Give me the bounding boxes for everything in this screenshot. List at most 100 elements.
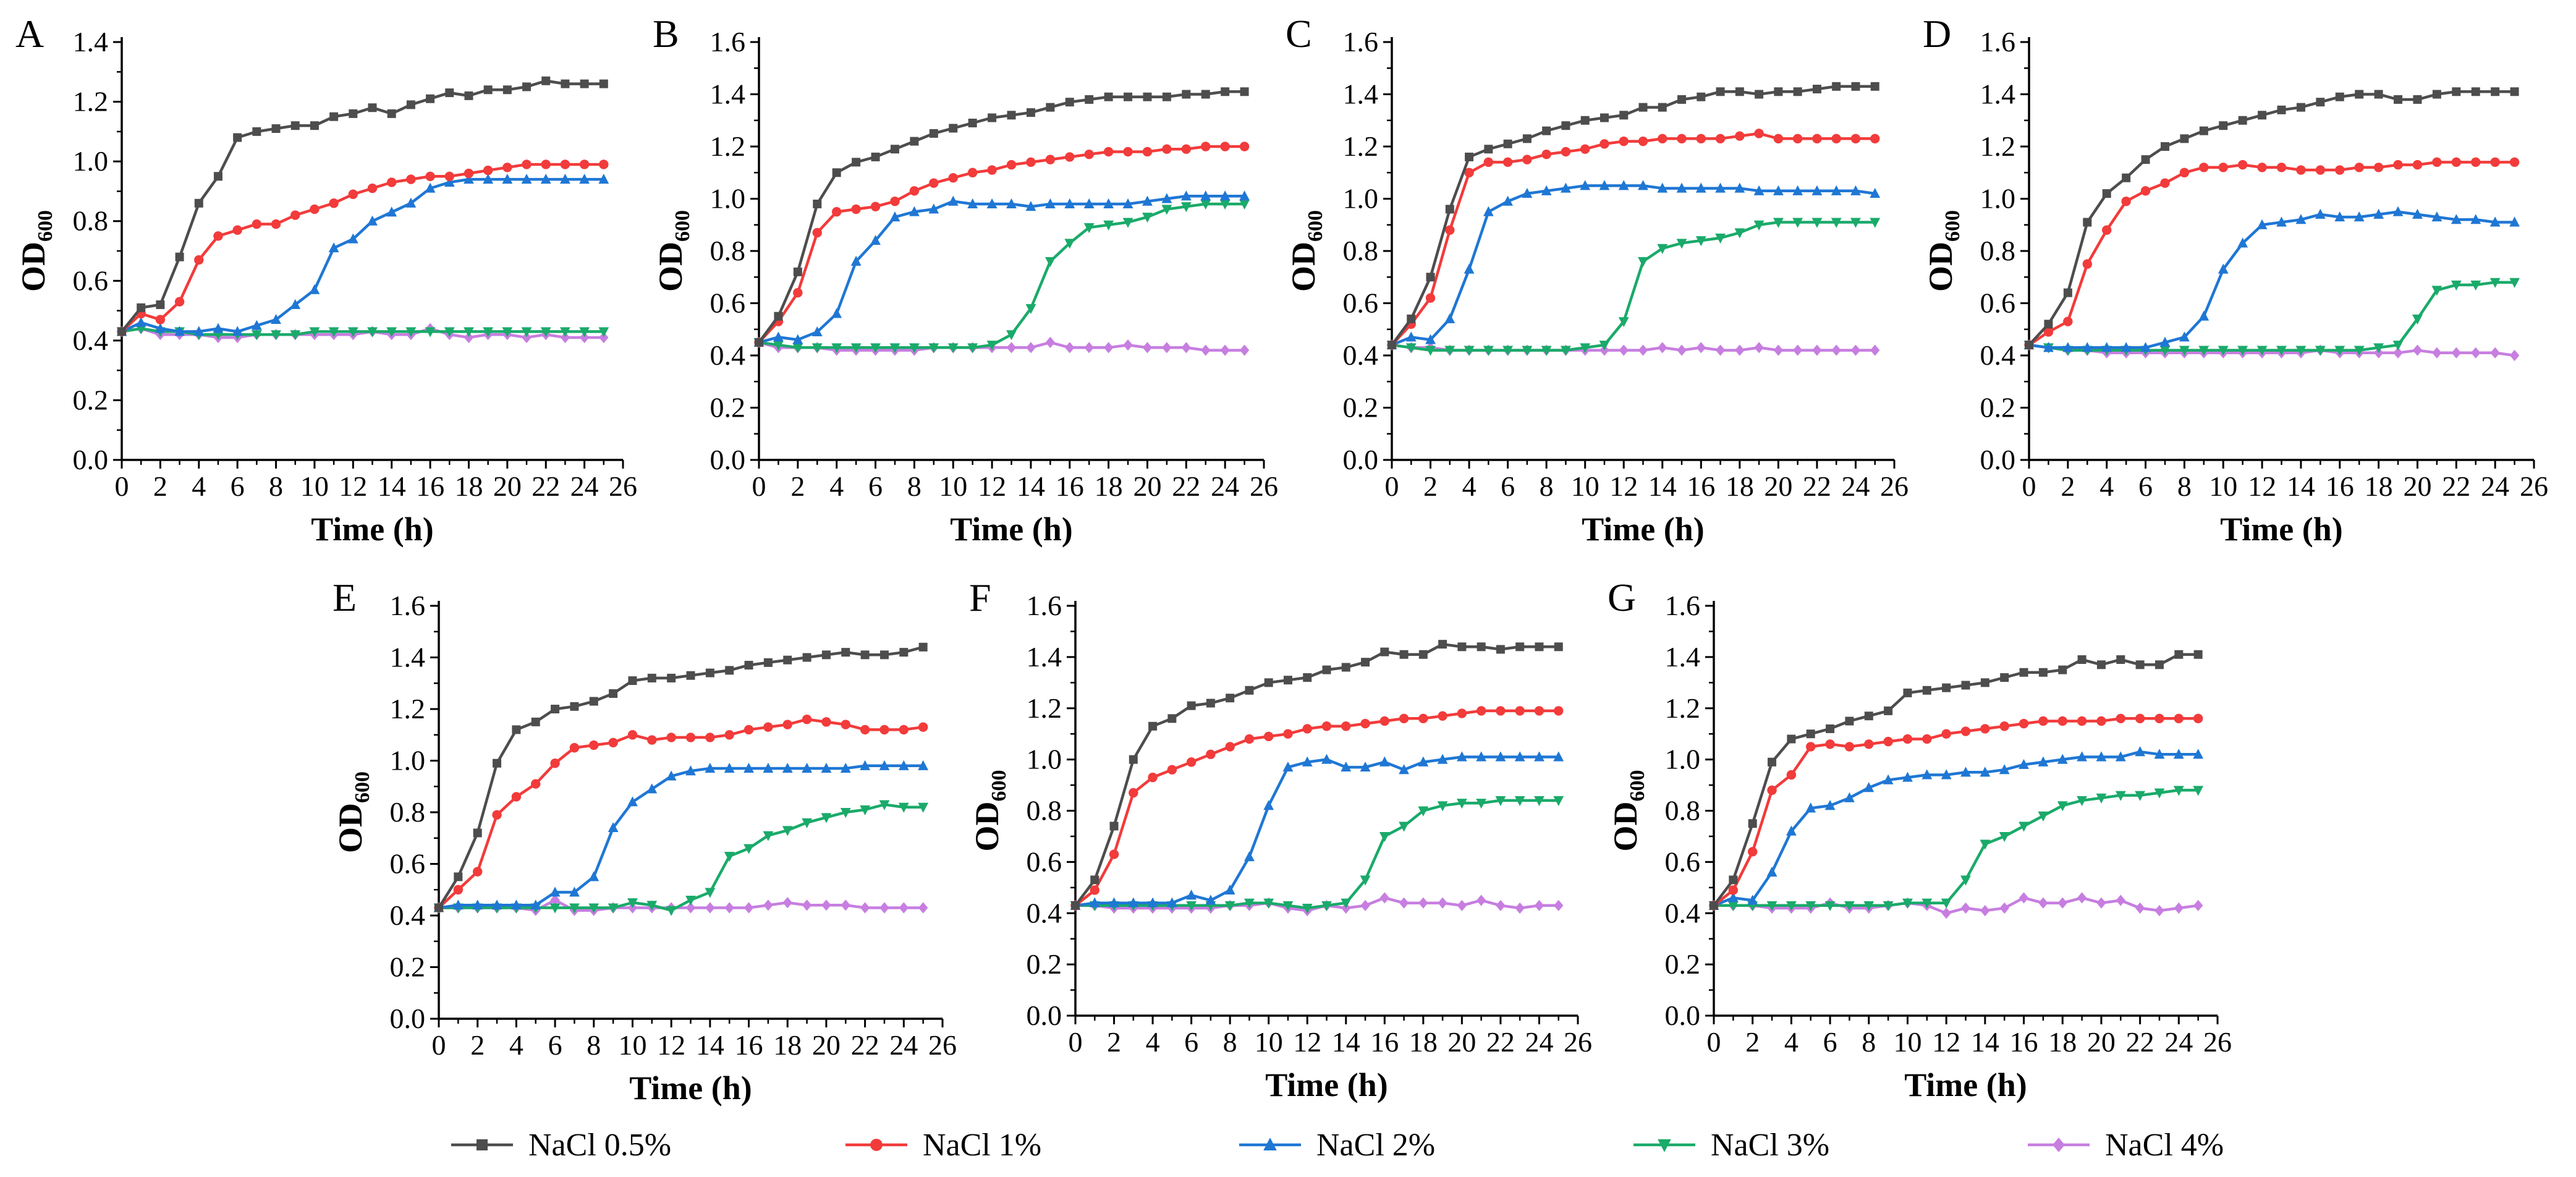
data-point (290, 121, 300, 130)
series-nacl-3- (2023, 278, 2520, 356)
y-axis-title-subscript: 600 (351, 771, 374, 803)
y-tick-label: 1.6 (390, 590, 426, 621)
data-point (1399, 713, 1409, 724)
legend-marker (2053, 1137, 2065, 1152)
y-axis-title-subscript: 600 (34, 210, 57, 242)
y-tick-label: 1.6 (1980, 26, 2016, 57)
series-nacl-3- (753, 199, 1250, 354)
data-point (1844, 792, 1855, 802)
data-point (2096, 897, 2106, 909)
data-point (2038, 668, 2048, 677)
data-point (763, 658, 773, 667)
x-axis-title: Time (h) (950, 511, 1073, 548)
data-point (1379, 831, 1390, 843)
data-point (348, 189, 358, 199)
series-nacl-2- (433, 760, 929, 912)
data-point (1766, 901, 1777, 911)
data-point (1109, 897, 1119, 907)
data-point (2101, 342, 2112, 352)
data-point (802, 653, 811, 662)
data-point (1302, 724, 1312, 734)
data-point (271, 219, 281, 229)
data-point (2154, 749, 2165, 759)
data-point (724, 851, 735, 862)
y-tick-label: 0.4 (1980, 339, 2016, 371)
data-point (2140, 186, 2151, 196)
y-axis-title-main: OD (1922, 242, 1959, 292)
data-point (2082, 342, 2093, 352)
data-point (1283, 729, 1293, 739)
data-point (1187, 701, 1196, 710)
data-point (2115, 751, 2126, 762)
data-point (1206, 749, 1216, 760)
data-point (860, 902, 870, 914)
data-point (1658, 342, 1667, 354)
data-point (1658, 134, 1667, 144)
data-point (2256, 219, 2268, 229)
data-point (705, 762, 716, 773)
y-axis-title: OD600 (652, 210, 694, 292)
x-tick-label: 6 (231, 470, 245, 502)
data-point (1418, 806, 1429, 817)
data-point (579, 174, 590, 184)
data-point (870, 343, 881, 354)
data-point (802, 818, 812, 828)
data-point (2199, 163, 2209, 172)
data-point (367, 183, 378, 193)
panel-letter: A (15, 12, 44, 56)
data-point (1302, 756, 1313, 767)
data-point (1245, 686, 1254, 695)
data-point (1941, 907, 1951, 919)
data-point (251, 330, 262, 341)
y-axis-title-subscript: 600 (1941, 210, 1964, 242)
data-point (705, 668, 714, 678)
data-point (483, 165, 493, 176)
data-point (2193, 713, 2203, 724)
data-point (434, 903, 443, 912)
data-point (1083, 198, 1095, 208)
data-point (1805, 901, 1816, 911)
series-line (1075, 799, 1559, 910)
data-point (2276, 163, 2287, 172)
data-point (1903, 688, 1912, 697)
data-point (1942, 683, 1951, 692)
data-point (666, 906, 677, 916)
data-point (840, 808, 851, 818)
data-point (1922, 686, 1931, 695)
y-axis-title-subscript: 600 (671, 210, 694, 242)
data-point (1710, 901, 1718, 910)
data-point (2154, 713, 2164, 724)
data-point (2393, 347, 2403, 359)
data-point (2355, 90, 2364, 99)
data-point (793, 287, 803, 298)
data-point (2062, 342, 2074, 352)
y-tick-label: 1.0 (1027, 744, 1062, 775)
data-point (860, 760, 871, 770)
series-nacl-2- (753, 190, 1250, 347)
data-point (792, 343, 803, 354)
data-point (2116, 894, 2125, 906)
data-point (1219, 190, 1231, 201)
data-point (1515, 642, 1525, 652)
data-point (1206, 699, 1215, 708)
data-point (1361, 658, 1370, 667)
panel-letter: D (1923, 12, 1951, 56)
data-point (472, 899, 483, 910)
data-point (1437, 801, 1448, 812)
data-point (1753, 185, 1765, 195)
y-tick-label: 0.2 (1665, 948, 1701, 980)
data-point (1747, 847, 1758, 857)
x-tick-label: 24 (1841, 470, 1870, 502)
series-line (758, 195, 1245, 344)
data-point (1806, 729, 1815, 739)
data-point (347, 327, 358, 338)
data-point (2277, 105, 2286, 114)
data-point (1534, 706, 1544, 716)
data-point (2491, 87, 2500, 96)
data-point (1084, 149, 1094, 159)
y-tick-label: 0.4 (73, 325, 109, 356)
x-tick-label: 6 (548, 1029, 562, 1061)
data-point (744, 724, 754, 735)
data-point (521, 174, 532, 184)
data-point (1773, 344, 1784, 356)
